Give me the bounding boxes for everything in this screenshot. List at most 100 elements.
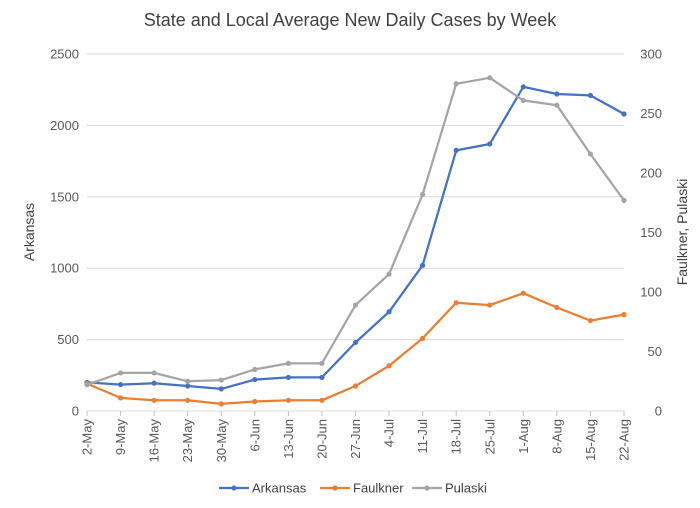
data-point (285, 397, 291, 403)
data-point (185, 378, 191, 384)
x-tick-label: 1-Aug (516, 419, 531, 454)
data-point (520, 97, 526, 104)
right-tick-label: 100 (640, 285, 662, 300)
right-axis-title: Faulkner, Pulaski (674, 179, 690, 286)
legend-marker (332, 485, 338, 491)
series-pulaski (84, 75, 627, 388)
right-tick-label: 150 (640, 225, 662, 240)
data-point (151, 370, 157, 376)
legend-label: Faulkner (353, 481, 404, 496)
data-point (386, 309, 392, 315)
x-tick-label: 8-Aug (549, 419, 564, 454)
data-point (151, 380, 157, 386)
x-tick-label: 27-Jun (348, 419, 363, 459)
right-tick-label: 50 (648, 344, 662, 359)
series-faulkner (84, 290, 627, 407)
data-point (84, 382, 90, 388)
x-tick-label: 13-Jun (281, 419, 296, 459)
data-point (420, 262, 426, 268)
legend-marker (424, 485, 430, 491)
legend: Arkansas Faulkner Pulaski (219, 481, 487, 496)
legend-marker (231, 485, 237, 491)
legend-item-arkansas: Arkansas (219, 481, 307, 496)
data-point (420, 335, 426, 342)
data-point (453, 147, 459, 153)
data-point (453, 81, 459, 87)
left-tick-label: 1000 (50, 261, 79, 276)
left-tick-label: 500 (57, 332, 79, 347)
x-tick-label: 9-May (113, 419, 128, 456)
data-point (554, 304, 560, 311)
data-point (117, 395, 124, 401)
data-point (218, 386, 224, 392)
data-point (487, 75, 493, 81)
data-point (252, 398, 258, 405)
data-point (520, 290, 526, 296)
x-tick-label: 2-May (80, 419, 95, 456)
data-point (587, 151, 594, 157)
x-tick-label: 18-Jul (449, 419, 464, 455)
right-tick-label: 250 (640, 106, 662, 121)
data-point (285, 374, 291, 381)
data-point (621, 111, 627, 117)
data-point (453, 300, 459, 306)
legend-item-faulkner: Faulkner (320, 481, 404, 496)
data-point (352, 383, 359, 389)
data-point (587, 92, 594, 99)
data-point (487, 141, 493, 147)
data-point (218, 401, 224, 407)
left-axis-title: Arkansas (21, 203, 37, 261)
data-point (319, 374, 325, 381)
right-tick-label: 200 (640, 166, 662, 181)
data-point (252, 376, 258, 383)
right-tick-label: 300 (640, 47, 662, 62)
data-point (520, 84, 526, 90)
data-point (487, 302, 493, 308)
left-tick-label: 0 (72, 404, 79, 419)
data-point (621, 197, 627, 203)
gridlines (87, 53, 624, 412)
chart-title: State and Local Average New Daily Cases … (144, 10, 558, 30)
data-point (151, 397, 157, 403)
data-point (352, 302, 359, 308)
x-tick-label: 25-Jul (482, 419, 497, 455)
x-tick-label: 15-Aug (583, 419, 598, 461)
data-point (117, 381, 124, 388)
data-point (218, 377, 224, 383)
data-point (386, 363, 392, 369)
data-point (621, 312, 627, 318)
data-point (352, 339, 359, 346)
data-point (587, 317, 594, 324)
x-tick-label: 20-Jun (314, 419, 329, 459)
x-tick-label: 22-Aug (617, 419, 632, 461)
data-point (554, 91, 560, 97)
x-tick-label: 16-May (147, 419, 162, 463)
right-tick-label: 0 (655, 404, 662, 419)
x-axis-ticks: 2-May 9-May 16-May 23-May 30-May 6-Jun 13-Jun 2… (80, 411, 632, 462)
x-tick-label: 30-May (214, 419, 229, 463)
left-tick-label: 2000 (50, 118, 79, 133)
data-point (420, 191, 426, 198)
data-point (285, 360, 291, 366)
legend-item-pulaski: Pulaski (412, 481, 487, 496)
left-tick-label: 1500 (50, 189, 79, 204)
series-line (86, 76, 625, 386)
legend-label: Arkansas (252, 481, 307, 496)
left-tick-label: 2500 (50, 47, 79, 62)
legend-label: Pulaski (445, 481, 487, 496)
x-tick-label: 6-Jun (247, 419, 262, 452)
right-axis-ticks: 0 50 100 150 200 250 300 (640, 47, 662, 419)
data-point (319, 360, 325, 366)
left-axis-ticks: 0 500 1000 1500 2000 2500 (50, 47, 79, 419)
data-point (252, 366, 258, 372)
x-tick-label: 23-May (180, 419, 195, 463)
x-tick-label: 11-Jul (415, 419, 430, 454)
data-point (319, 397, 325, 403)
series-layer (84, 75, 627, 407)
data-point (554, 102, 560, 108)
data-point (185, 383, 191, 389)
x-tick-label: 4-Jul (382, 419, 397, 447)
data-point (386, 271, 392, 277)
